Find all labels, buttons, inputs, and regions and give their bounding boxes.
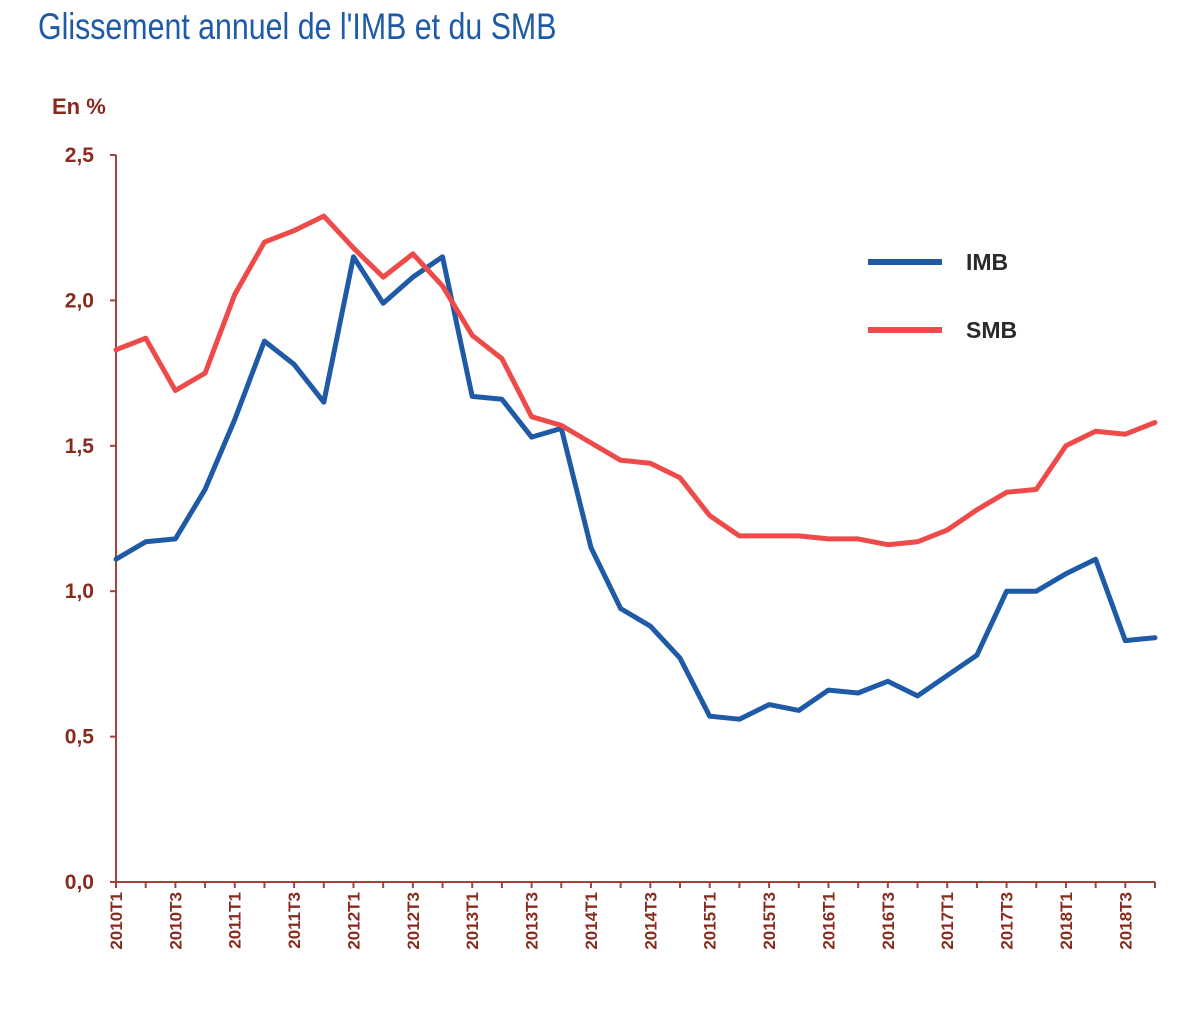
x-tick-label: 2011T1 — [226, 892, 245, 949]
legend-label-imb: IMB — [966, 249, 1008, 275]
legend: IMB SMB — [868, 249, 1017, 343]
x-tick-label: 2017T1 — [938, 892, 957, 950]
series-lines — [113, 213, 1158, 722]
y-ticks: 0,0 0,5 1,0 1,5 2,0 2,5 — [65, 144, 116, 894]
x-tick-label: 2010T3 — [166, 892, 185, 950]
y-tick-label: 2,5 — [65, 144, 95, 167]
x-tick-label: 2012T1 — [344, 892, 363, 950]
y-tick-label: 0,5 — [65, 726, 95, 749]
x-tick-label: 2015T1 — [701, 892, 720, 950]
x-tick-label: 2018T1 — [1057, 892, 1076, 950]
x-tick-label: 2018T3 — [1116, 892, 1135, 950]
x-tick-label: 2013T3 — [523, 892, 542, 950]
y-tick-label: 2,0 — [65, 289, 94, 312]
x-tick-label: 2014T1 — [582, 892, 601, 950]
x-tick-label: 2011T3 — [285, 892, 304, 949]
x-tick-label: 2012T3 — [404, 892, 423, 950]
y-tick-label: 1,5 — [65, 435, 95, 458]
x-tick-label: 2013T1 — [463, 892, 482, 950]
x-tick-label: 2017T3 — [998, 892, 1017, 950]
x-ticks: 2010T1 2010T3 2011T1 2011T3 2012T1 2012T3 2013… — [107, 882, 1156, 950]
y-tick-label: 0,0 — [65, 871, 94, 894]
y-tick-label: 1,0 — [65, 580, 94, 603]
series-line-imb — [113, 254, 1158, 722]
y-axis-unit-label: En % — [52, 94, 106, 119]
axes — [115, 155, 1155, 883]
x-tick-label: 2016T1 — [819, 892, 838, 950]
x-tick-label: 2014T3 — [641, 892, 660, 950]
x-tick-label: 2016T3 — [879, 892, 898, 950]
legend-label-smb: SMB — [966, 317, 1017, 343]
series-line-smb — [113, 213, 1158, 548]
x-tick-label: 2010T1 — [107, 892, 126, 950]
x-tick-label: 2015T3 — [760, 892, 779, 950]
chart-title: Glissement annuel de l'IMB et du SMB — [38, 6, 557, 47]
